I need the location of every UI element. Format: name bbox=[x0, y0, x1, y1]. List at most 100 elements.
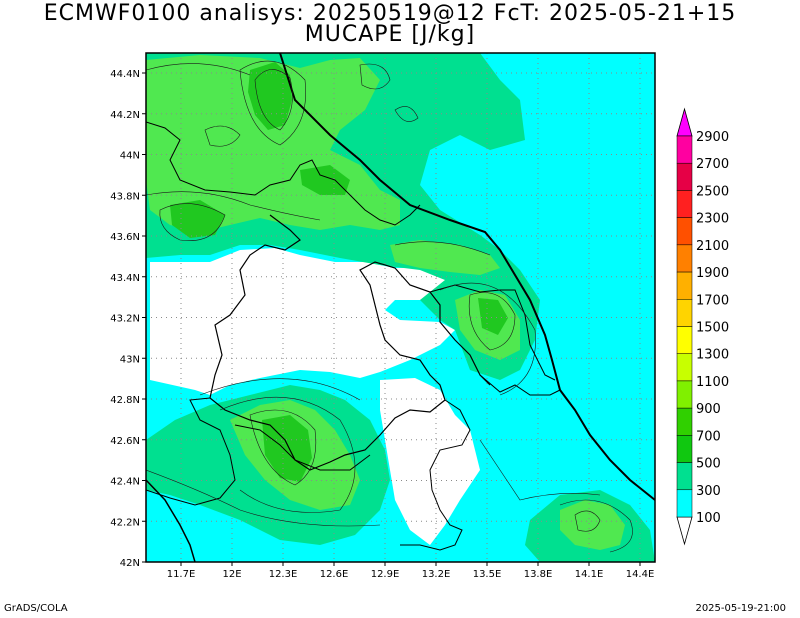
lat-tick-label: 43N bbox=[120, 354, 140, 365]
colorbar-segment bbox=[676, 462, 693, 491]
contour-line bbox=[146, 191, 321, 221]
contour-line bbox=[394, 241, 491, 256]
lon-tick-label: 12E bbox=[222, 569, 241, 580]
colorbar-label: 100 bbox=[696, 511, 721, 526]
footer-software-label: GrADS/COLA bbox=[4, 603, 68, 614]
colorbar-label: 2900 bbox=[696, 130, 729, 145]
colorbar-label: 1700 bbox=[696, 293, 729, 308]
colorbar-segment bbox=[676, 489, 693, 518]
colorbar-label: 300 bbox=[696, 484, 721, 499]
colorbar-segment bbox=[676, 162, 693, 191]
cape-700-region-toscana bbox=[170, 200, 225, 238]
contour-line bbox=[559, 499, 633, 553]
geographic-boundaries bbox=[146, 53, 655, 562]
lat-tick-label: 42.8N bbox=[110, 395, 140, 406]
colorbar-segment bbox=[676, 135, 693, 164]
cape-below-100-area-south bbox=[380, 378, 480, 545]
colorbar-label: 2100 bbox=[696, 239, 729, 254]
cape-700-region-romagna bbox=[300, 165, 350, 195]
lat-tick-label: 42.2N bbox=[110, 517, 140, 528]
cape-700-region-emilia bbox=[248, 62, 292, 130]
colorbar-label: 1300 bbox=[696, 348, 729, 363]
cape-700-region-viterbo bbox=[262, 415, 312, 482]
colorbar-label: 2500 bbox=[696, 184, 729, 199]
cape-700-region-pesaro bbox=[478, 298, 508, 335]
lon-tick-label: 13.8E bbox=[524, 569, 553, 580]
colorbar-segment bbox=[676, 407, 693, 436]
colorbar: 2900 2700 2500 2300 2100 1900 1700 1500 1300 1100… bbox=[676, 107, 729, 546]
colorbar-segment bbox=[676, 299, 693, 327]
colorbar-segment bbox=[676, 380, 693, 409]
plot-frame bbox=[145, 52, 656, 563]
latitude-axis: 44.4N 44.2N 44N 43.8N 43.6N 43.4N 43.2N 43N 42.8… bbox=[110, 69, 146, 569]
lon-tick-label: 13.5E bbox=[473, 569, 502, 580]
contour-line bbox=[574, 510, 601, 532]
region-border-lazio-toscana bbox=[146, 397, 236, 506]
colorbar-label: 700 bbox=[696, 429, 721, 444]
cape-500-region-adriatic bbox=[390, 240, 500, 275]
colorbar-segment bbox=[676, 353, 693, 382]
lon-tick-label: 13.2E bbox=[422, 569, 451, 580]
colorbar-label: 2700 bbox=[696, 157, 729, 172]
lon-tick-label: 12.9E bbox=[371, 569, 400, 580]
colorbar-label: 500 bbox=[696, 457, 721, 472]
lat-tick-label: 42.4N bbox=[110, 477, 140, 488]
contour-line bbox=[239, 60, 306, 146]
colorbar-over-arrow bbox=[676, 107, 693, 137]
colorbar-label: 900 bbox=[696, 402, 721, 417]
contour-line bbox=[146, 63, 251, 76]
lat-tick-label: 43.2N bbox=[110, 314, 140, 325]
lat-tick-label: 44.4N bbox=[110, 69, 140, 80]
contour-line bbox=[249, 409, 317, 486]
coastline bbox=[279, 53, 655, 501]
colorbar-segment bbox=[676, 217, 693, 246]
map-title-line1: ECMWF0100 analisys: 20250519@12 FcT: 202… bbox=[43, 1, 737, 26]
lon-tick-label: 12.3E bbox=[269, 569, 298, 580]
contour-line bbox=[439, 282, 536, 396]
region-border-lazio-umbria-south bbox=[234, 424, 371, 471]
colorbar-segment bbox=[676, 326, 693, 354]
colorbar-segment bbox=[676, 190, 693, 218]
lat-tick-label: 43.8N bbox=[110, 191, 140, 202]
lat-tick-label: 44N bbox=[120, 151, 140, 162]
region-border-marche bbox=[429, 284, 556, 381]
region-border-abruzzo-molise bbox=[479, 374, 561, 396]
cape-contours bbox=[146, 60, 633, 553]
colorbar-segment bbox=[676, 271, 693, 300]
footer-timestamp: 2025-05-19-21:00 bbox=[695, 603, 786, 614]
mucape-field bbox=[146, 53, 655, 562]
contour-line bbox=[219, 396, 356, 513]
lon-tick-label: 14.1E bbox=[575, 569, 604, 580]
lat-tick-label: 42N bbox=[120, 558, 140, 569]
lat-tick-label: 43.6N bbox=[110, 232, 140, 243]
lon-tick-label: 11.7E bbox=[167, 569, 196, 580]
region-border-lazio-abruzzo bbox=[400, 399, 471, 551]
cape-500-region-abruzzo bbox=[560, 500, 625, 550]
contour-line bbox=[479, 439, 601, 501]
lat-tick-label: 43.4N bbox=[110, 273, 140, 284]
lat-tick-label: 42.6N bbox=[110, 436, 140, 447]
colorbar-under-arrow bbox=[676, 516, 693, 546]
longitude-axis: 11.7E 12E 12.3E 12.6E 12.9E 13.2E 13.5E 13.8E 14… bbox=[167, 562, 655, 580]
region-border-toscana-emilia bbox=[146, 121, 421, 226]
contour-line bbox=[359, 63, 391, 90]
colorbar-segment bbox=[676, 435, 693, 463]
lon-tick-label: 12.6E bbox=[320, 569, 349, 580]
coastline-tyrrhenian bbox=[146, 479, 196, 562]
contour-line bbox=[394, 106, 419, 122]
colorbar-label: 1100 bbox=[696, 375, 729, 390]
contour-line bbox=[146, 469, 381, 527]
contour-line bbox=[199, 378, 361, 401]
lat-tick-label: 44.2N bbox=[110, 110, 140, 121]
colorbar-label: 2300 bbox=[696, 212, 729, 227]
contour-line bbox=[254, 69, 293, 131]
map-title-line2: MUCAPE [J/kg] bbox=[304, 22, 476, 47]
colorbar-label: 1900 bbox=[696, 266, 729, 281]
lon-tick-label: 14.4E bbox=[626, 569, 655, 580]
contour-line bbox=[204, 125, 241, 147]
region-border-umbria bbox=[209, 214, 491, 471]
colorbar-label: 1500 bbox=[696, 321, 729, 336]
colorbar-segment bbox=[676, 244, 693, 273]
contour-line bbox=[468, 292, 516, 351]
